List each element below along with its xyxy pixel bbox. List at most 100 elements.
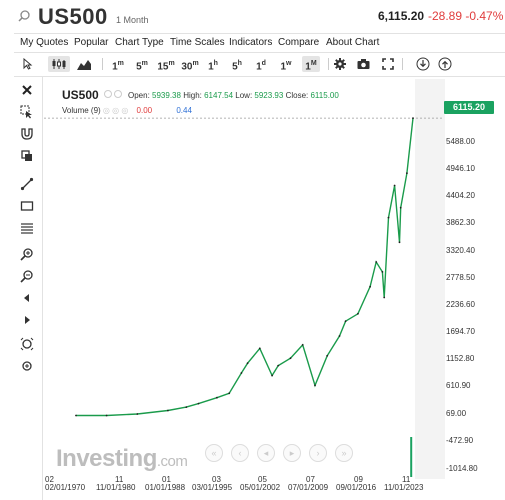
auto-scale-icon[interactable] <box>20 359 34 373</box>
price-point <box>398 241 401 244</box>
toolbar-separator <box>328 58 329 70</box>
volume-bar <box>410 437 413 477</box>
menu-time-scales[interactable]: Time Scales <box>170 37 225 48</box>
price-point <box>228 392 231 395</box>
current-price-box: 6115.20 <box>444 101 494 114</box>
y-tick-label: 69.00 <box>446 409 467 418</box>
legend-close-label: Close: <box>285 91 309 100</box>
magnet-icon[interactable] <box>20 127 34 141</box>
watermark-domain: .com <box>156 453 188 470</box>
price-point <box>167 409 169 412</box>
reset-zoom-icon[interactable] <box>20 337 34 351</box>
close-icon[interactable] <box>20 83 34 97</box>
price-point <box>357 312 359 315</box>
price-point <box>375 261 378 263</box>
nav-last-button[interactable]: » <box>335 444 353 462</box>
price-point <box>387 216 390 219</box>
y-tick-label: 4404.20 <box>446 191 475 200</box>
price-point <box>277 364 280 367</box>
select-tool-icon[interactable] <box>20 105 34 119</box>
chart-area[interactable] <box>43 77 505 500</box>
x-tick-month: 11 <box>402 475 411 484</box>
price-point <box>344 320 347 323</box>
upload-icon[interactable] <box>438 57 452 71</box>
timeframe-1w[interactable]: 1w <box>280 60 292 73</box>
legend-high-label: High: <box>183 91 202 100</box>
timeframe-1d[interactable]: 1d <box>256 60 266 73</box>
x-tick-date: 11/01/2023 <box>384 483 424 492</box>
nav-right-button[interactable]: ▸ <box>283 444 301 462</box>
y-tick-label: -1014.80 <box>446 464 478 473</box>
cursor-icon[interactable] <box>22 58 34 70</box>
scroll-left-icon[interactable] <box>20 291 34 305</box>
price-point <box>383 296 386 299</box>
price-point <box>369 285 371 288</box>
menu-chart-type[interactable]: Chart Type <box>115 37 164 48</box>
x-tick-date: 02/01/1970 <box>45 483 86 492</box>
menu-popular[interactable]: Popular <box>74 37 109 48</box>
timeframe-1m[interactable]: 1m <box>112 60 124 73</box>
timeframe-1M[interactable]: 1M <box>302 56 320 72</box>
price-point <box>105 414 108 417</box>
zoom-out-icon[interactable] <box>20 269 34 283</box>
area-chart-button[interactable] <box>74 56 94 72</box>
fibonacci-icon[interactable] <box>20 221 34 235</box>
y-tick-label: 1152.80 <box>446 354 475 363</box>
y-tick-label: 2778.50 <box>446 273 475 282</box>
price-point <box>393 184 396 187</box>
legend-settings-icon[interactable] <box>103 89 125 99</box>
search-icon[interactable] <box>18 10 30 22</box>
scroll-right-icon[interactable] <box>20 313 34 327</box>
legend-low-value: 5923.93 <box>254 91 284 100</box>
area-chart-icon <box>77 60 91 70</box>
trend-line-icon[interactable] <box>20 177 34 191</box>
menu-compare[interactable]: Compare <box>278 37 320 48</box>
menu-about-chart[interactable]: About Chart <box>326 37 380 48</box>
x-tick-month: 05 <box>258 475 267 484</box>
x-tick-month: 11 <box>115 475 124 484</box>
price-point <box>246 362 249 365</box>
drawing-tools-bar <box>14 77 43 500</box>
volume-value-b: 0.44 <box>176 106 192 115</box>
timeframe-5h[interactable]: 5h <box>232 60 242 73</box>
rectangle-tool-icon[interactable] <box>20 199 34 213</box>
x-tick-month: 09 <box>354 475 363 484</box>
y-tick-label: 610.90 <box>446 381 471 390</box>
volume-settings-icon[interactable]: ◎ ◎ ◎ <box>102 106 129 115</box>
price-point <box>289 357 292 360</box>
y-tick-label: -472.90 <box>446 436 474 445</box>
x-tick-month: 07 <box>306 475 315 484</box>
y-tick-label: 3862.30 <box>446 218 475 227</box>
nav-forward-button[interactable]: › <box>309 444 327 462</box>
x-tick-date: 01/01/1988 <box>145 483 186 492</box>
download-icon[interactable] <box>416 57 430 71</box>
y-tick-label: 3320.40 <box>446 246 475 255</box>
price-point <box>185 406 188 408</box>
watermark-brand: Investing <box>56 445 157 472</box>
nav-first-button[interactable]: « <box>205 444 223 462</box>
fullscreen-icon[interactable] <box>382 58 394 70</box>
timeframe-15m[interactable]: 15m <box>157 60 175 73</box>
candlestick-chart-button[interactable] <box>48 56 70 72</box>
zoom-in-icon[interactable] <box>20 247 34 261</box>
gear-icon[interactable] <box>334 58 346 70</box>
timeframe-1h[interactable]: 1h <box>208 60 218 73</box>
legend-ohlc: Open: 5939.38 High: 6147.54 Low: 5923.93… <box>128 91 339 100</box>
menu-indicators[interactable]: Indicators <box>229 37 273 48</box>
legend-close-value: 6115.00 <box>310 91 339 100</box>
nav-left-button[interactable]: ◂ <box>257 444 275 462</box>
timeframe-30m[interactable]: 30m <box>181 60 199 73</box>
camera-icon[interactable] <box>357 58 370 70</box>
legend-high-value: 6147.54 <box>204 91 234 100</box>
copy-icon[interactable] <box>20 149 34 163</box>
y-tick-label: 4946.10 <box>446 164 475 173</box>
price-point <box>314 384 316 387</box>
timeframe-5m[interactable]: 5m <box>136 60 148 73</box>
x-tick-month: 01 <box>162 475 171 484</box>
price-point <box>75 414 77 417</box>
menu-my-quotes[interactable]: My Quotes <box>20 37 69 48</box>
candlestick-icon <box>52 59 66 69</box>
x-tick-month: 03 <box>212 475 221 484</box>
price-point <box>381 271 384 273</box>
nav-back-button[interactable]: ‹ <box>231 444 249 462</box>
